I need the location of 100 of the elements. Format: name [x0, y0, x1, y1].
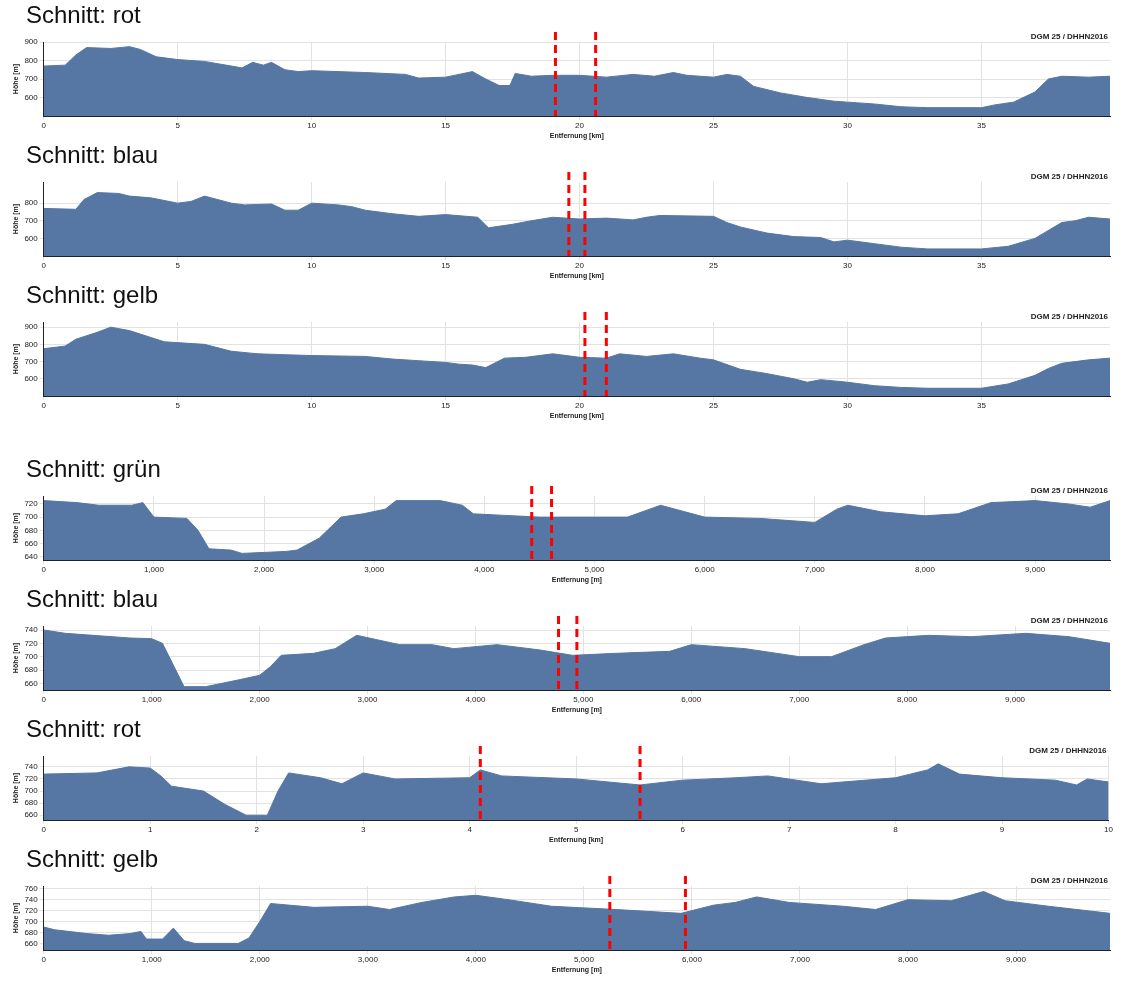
y-tick-label: 740 [24, 625, 39, 635]
x-tick-label: 15 [441, 261, 451, 270]
x-tick-label: 15 [441, 121, 451, 130]
x-tick-label: 4,000 [465, 955, 487, 964]
y-tick-label: 680 [24, 798, 39, 808]
x-tick-label: 0 [41, 261, 47, 270]
x-tick-label: 8,000 [914, 565, 936, 574]
y-tick-label: 660 [24, 538, 39, 548]
y-tick-label: 800 [24, 339, 39, 349]
x-tick-label: 1,000 [141, 955, 163, 964]
x-tick-label: 0 [41, 121, 47, 130]
x-tick-label: 30 [843, 401, 853, 410]
y-tick-label: 720 [24, 774, 39, 784]
x-tick-label: 3,000 [357, 955, 379, 964]
y-tick-label: 760 [24, 883, 39, 893]
x-tick-label: 25 [709, 401, 719, 410]
y-tick-label: 700 [24, 651, 39, 661]
x-tick-label: 5,000 [584, 565, 606, 574]
x-tick-label: 3,000 [364, 565, 385, 574]
x-tick-label: 10 [307, 401, 317, 410]
x-tick-label: 9,000 [1005, 695, 1026, 704]
x-tick-label: 5 [573, 825, 579, 834]
y-tick-label: 600 [24, 373, 39, 383]
x-tick-label: 2,000 [249, 695, 271, 704]
x-tick-label: 5 [175, 261, 181, 270]
chart-title: Schnitt: blau [25, 584, 160, 614]
x-tick-label: 30 [843, 261, 853, 270]
y-tick-label: 740 [24, 762, 39, 772]
x-tick-label: 25 [709, 261, 719, 270]
x-tick-label: 3 [360, 825, 366, 834]
x-tick-label: 15 [441, 401, 451, 410]
x-tick-label: 0 [41, 955, 47, 964]
chart-title: Schnitt: rot [25, 714, 142, 744]
y-tick-label: 660 [24, 938, 39, 948]
x-tick-label: 2,000 [249, 955, 271, 964]
x-tick-label: 10 [307, 261, 317, 270]
y-tick-label: 700 [24, 786, 39, 796]
text: DGM 25 / DHHN2016 [1030, 32, 1109, 41]
y-tick-label: 680 [24, 525, 39, 535]
x-tick-label: 7,000 [804, 565, 826, 574]
x-tick-label: 20 [575, 121, 585, 130]
y-tick-label: 600 [24, 233, 39, 243]
x-tick-label: 20 [575, 401, 585, 410]
x-tick-label: 0 [41, 565, 47, 574]
x-tick-label: 1,000 [143, 565, 165, 574]
x-tick-label: 8,000 [897, 695, 918, 704]
x-tick-label: 1 [148, 825, 153, 834]
text: DGM 25 / DHHN2016 [1030, 876, 1109, 885]
x-tick-label: 7,000 [789, 695, 810, 704]
chart-title: Schnitt: rot [25, 0, 142, 30]
x-tick-label: 7 [786, 825, 792, 834]
x-tick-label: 6,000 [681, 695, 702, 704]
y-tick-label: 700 [24, 215, 39, 225]
x-tick-label: 6,000 [681, 955, 703, 964]
y-tick-label: 740 [24, 894, 39, 904]
x-tick-label: 9,000 [1006, 955, 1027, 964]
y-tick-label: 700 [24, 74, 39, 84]
x-tick-label: 8 [893, 825, 899, 834]
text: DGM 25 / DHHN2016 [1030, 616, 1109, 625]
x-tick-label: 5 [175, 401, 181, 410]
y-tick-label: 680 [24, 665, 39, 675]
x-tick-label: 25 [709, 121, 719, 130]
y-tick-label: 640 [24, 551, 39, 561]
x-tick-label: 5 [175, 121, 181, 130]
text: DGM 25 / DHHN2016 [1030, 486, 1109, 495]
x-tick-label: 6 [680, 825, 686, 834]
text: DGM 25 / DHHN2016 [1029, 746, 1108, 755]
text: DGM 25 / DHHN2016 [1030, 172, 1109, 181]
x-tick-label: 0 [41, 825, 47, 834]
chart-title: Schnitt: blau [25, 140, 160, 170]
x-tick-label: 8,000 [897, 955, 919, 964]
x-tick-label: 6,000 [694, 565, 716, 574]
x-tick-label: 2 [254, 825, 260, 834]
x-tick-label: 35 [976, 401, 987, 410]
y-tick-label: 680 [24, 927, 39, 937]
x-tick-label: 7,000 [789, 955, 811, 964]
y-tick-label: 900 [24, 322, 39, 332]
y-tick-label: 600 [24, 92, 39, 102]
y-tick-label: 900 [24, 37, 39, 47]
x-tick-label: 4,000 [474, 565, 495, 574]
x-tick-label: 5,000 [573, 955, 595, 964]
y-tick-label: 660 [24, 810, 39, 820]
x-tick-label: 0 [41, 401, 47, 410]
y-tick-label: 720 [24, 638, 39, 648]
y-tick-label: 800 [24, 198, 39, 208]
text: DGM 25 / DHHN2016 [1030, 312, 1109, 321]
y-tick-label: 700 [24, 512, 39, 522]
x-tick-label: 20 [575, 261, 585, 270]
x-tick-label: 10 [1104, 825, 1114, 834]
x-tick-label: 4 [467, 825, 473, 834]
x-tick-label: 9 [999, 825, 1005, 834]
x-tick-label: 9,000 [1025, 565, 1046, 574]
y-tick-label: 720 [24, 905, 39, 915]
x-tick-label: 1,000 [141, 695, 163, 704]
x-tick-label: 35 [976, 121, 987, 130]
x-tick-label: 5,000 [573, 695, 594, 704]
x-tick-label: 35 [976, 261, 987, 270]
chart-title: Schnitt: grün [25, 454, 162, 484]
chart-title: Schnitt: gelb [25, 280, 160, 310]
y-tick-label: 720 [24, 499, 39, 509]
